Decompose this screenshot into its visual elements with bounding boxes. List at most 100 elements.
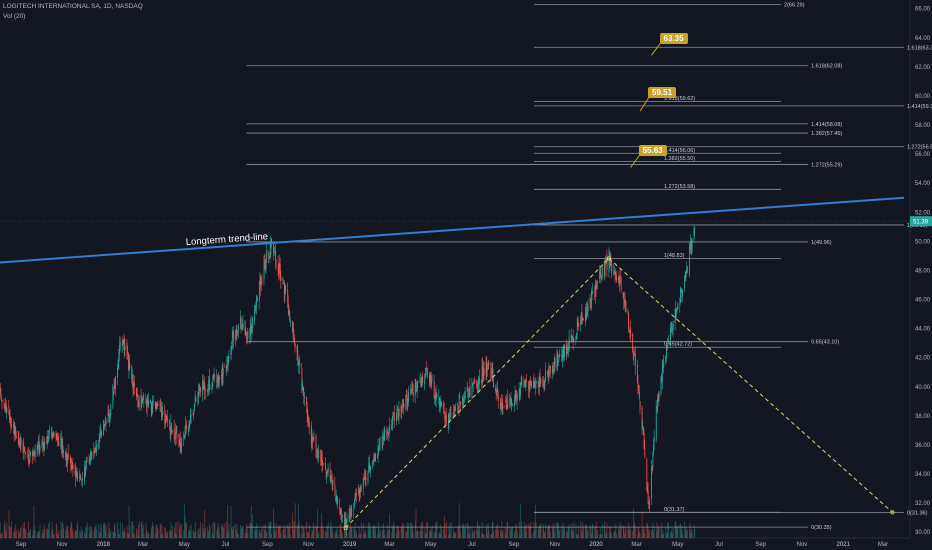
volume-bar xyxy=(620,524,622,538)
candle-body xyxy=(219,377,220,380)
price-tick-label: 48.00 xyxy=(915,268,931,274)
candle-body xyxy=(55,434,57,438)
volume-bar xyxy=(507,522,509,538)
volume-bar xyxy=(273,508,274,538)
candle-body xyxy=(261,280,262,288)
candle-body xyxy=(468,387,470,397)
volume-bar xyxy=(388,529,390,538)
candle-body xyxy=(274,247,276,248)
volume-bar xyxy=(82,530,83,538)
candle-body xyxy=(510,398,512,405)
time-tick-label: Nov xyxy=(57,542,68,548)
candle-body xyxy=(316,449,318,452)
candle-body xyxy=(632,333,634,352)
time-tick-label: Sep xyxy=(262,542,273,548)
candle-body xyxy=(535,384,536,387)
price-tick-label: 38.00 xyxy=(915,414,931,420)
volume-bar xyxy=(419,531,421,538)
candle-body xyxy=(256,296,258,302)
volume-bar xyxy=(323,528,324,538)
volume-bar xyxy=(263,524,265,538)
candle-body xyxy=(660,377,662,394)
candle-body xyxy=(665,356,667,362)
volume-bar xyxy=(327,522,329,538)
candle-body xyxy=(260,278,262,289)
volume-bar xyxy=(325,531,326,538)
volume-bar xyxy=(387,530,389,538)
volume-bar xyxy=(676,528,678,538)
volume-bar xyxy=(402,528,404,538)
volume-bar xyxy=(55,523,57,538)
candle-body xyxy=(379,443,381,445)
volume-bar xyxy=(148,533,150,538)
candle-body xyxy=(487,368,488,370)
candle-body xyxy=(474,379,476,383)
volume-indicator-label[interactable]: Vol (20) xyxy=(3,13,26,20)
candle-body xyxy=(528,381,530,390)
volume-bar xyxy=(426,521,428,538)
volume-bar xyxy=(406,522,408,538)
candle-body xyxy=(117,367,119,378)
candle-body xyxy=(273,243,274,254)
volume-bar xyxy=(123,527,125,538)
volume-bar xyxy=(647,528,649,538)
candle-body xyxy=(171,424,173,433)
candle-body xyxy=(619,279,621,285)
volume-bar xyxy=(481,522,483,538)
volume-bar xyxy=(20,528,21,538)
volume-bar xyxy=(49,521,50,538)
volume-bar xyxy=(200,522,202,538)
candle-body xyxy=(421,378,423,385)
candle-body xyxy=(211,384,213,390)
candle-body xyxy=(388,434,390,438)
volume-bar xyxy=(523,526,525,538)
candle-body xyxy=(0,388,2,398)
volume-bar xyxy=(611,534,613,538)
volume-bar xyxy=(250,506,252,538)
price-callout[interactable]: 55.63 xyxy=(638,144,667,156)
candle-body xyxy=(232,332,234,335)
candle-body xyxy=(477,384,478,388)
time-tick-label: Nov xyxy=(303,542,314,548)
candle-body xyxy=(462,396,463,404)
candle-body xyxy=(202,379,204,395)
time-tick-label: Sep xyxy=(508,542,519,548)
volume-bar xyxy=(524,525,526,538)
candle-body xyxy=(90,451,92,455)
price-callout[interactable]: 59.51 xyxy=(648,86,677,98)
volume-bar xyxy=(378,527,380,538)
volume-bar xyxy=(297,526,299,538)
candle-body xyxy=(466,388,468,392)
candle-body xyxy=(378,445,380,448)
volume-bar xyxy=(32,530,34,538)
candle-body xyxy=(330,478,332,480)
candle-body xyxy=(76,473,77,476)
candle-body xyxy=(161,407,162,414)
volume-bar xyxy=(438,534,440,538)
volume-bar xyxy=(306,521,308,538)
volume-bar xyxy=(70,521,72,538)
volume-bar xyxy=(230,505,232,538)
volume-bar xyxy=(53,534,55,538)
volume-bar xyxy=(129,525,131,538)
volume-bar xyxy=(581,529,582,538)
candle-body xyxy=(477,381,479,387)
volume-bar xyxy=(176,521,178,538)
price-tick-label: 32.00 xyxy=(915,501,931,507)
candle-body xyxy=(506,398,507,404)
candle-body xyxy=(174,441,176,443)
volume-bar xyxy=(396,533,397,538)
volume-bar xyxy=(391,532,393,538)
volume-bar xyxy=(331,528,333,538)
volume-bar xyxy=(592,524,594,538)
price-callout[interactable]: 63.35 xyxy=(659,32,688,44)
volume-bar xyxy=(674,521,676,538)
fib-level-label: 1.414(59.32) xyxy=(907,104,932,110)
candle-body xyxy=(317,451,318,456)
candle-body xyxy=(165,415,167,418)
volume-bar xyxy=(408,522,409,538)
candle-body xyxy=(585,314,586,322)
volume-bar xyxy=(74,530,76,538)
candle-body xyxy=(37,442,39,448)
